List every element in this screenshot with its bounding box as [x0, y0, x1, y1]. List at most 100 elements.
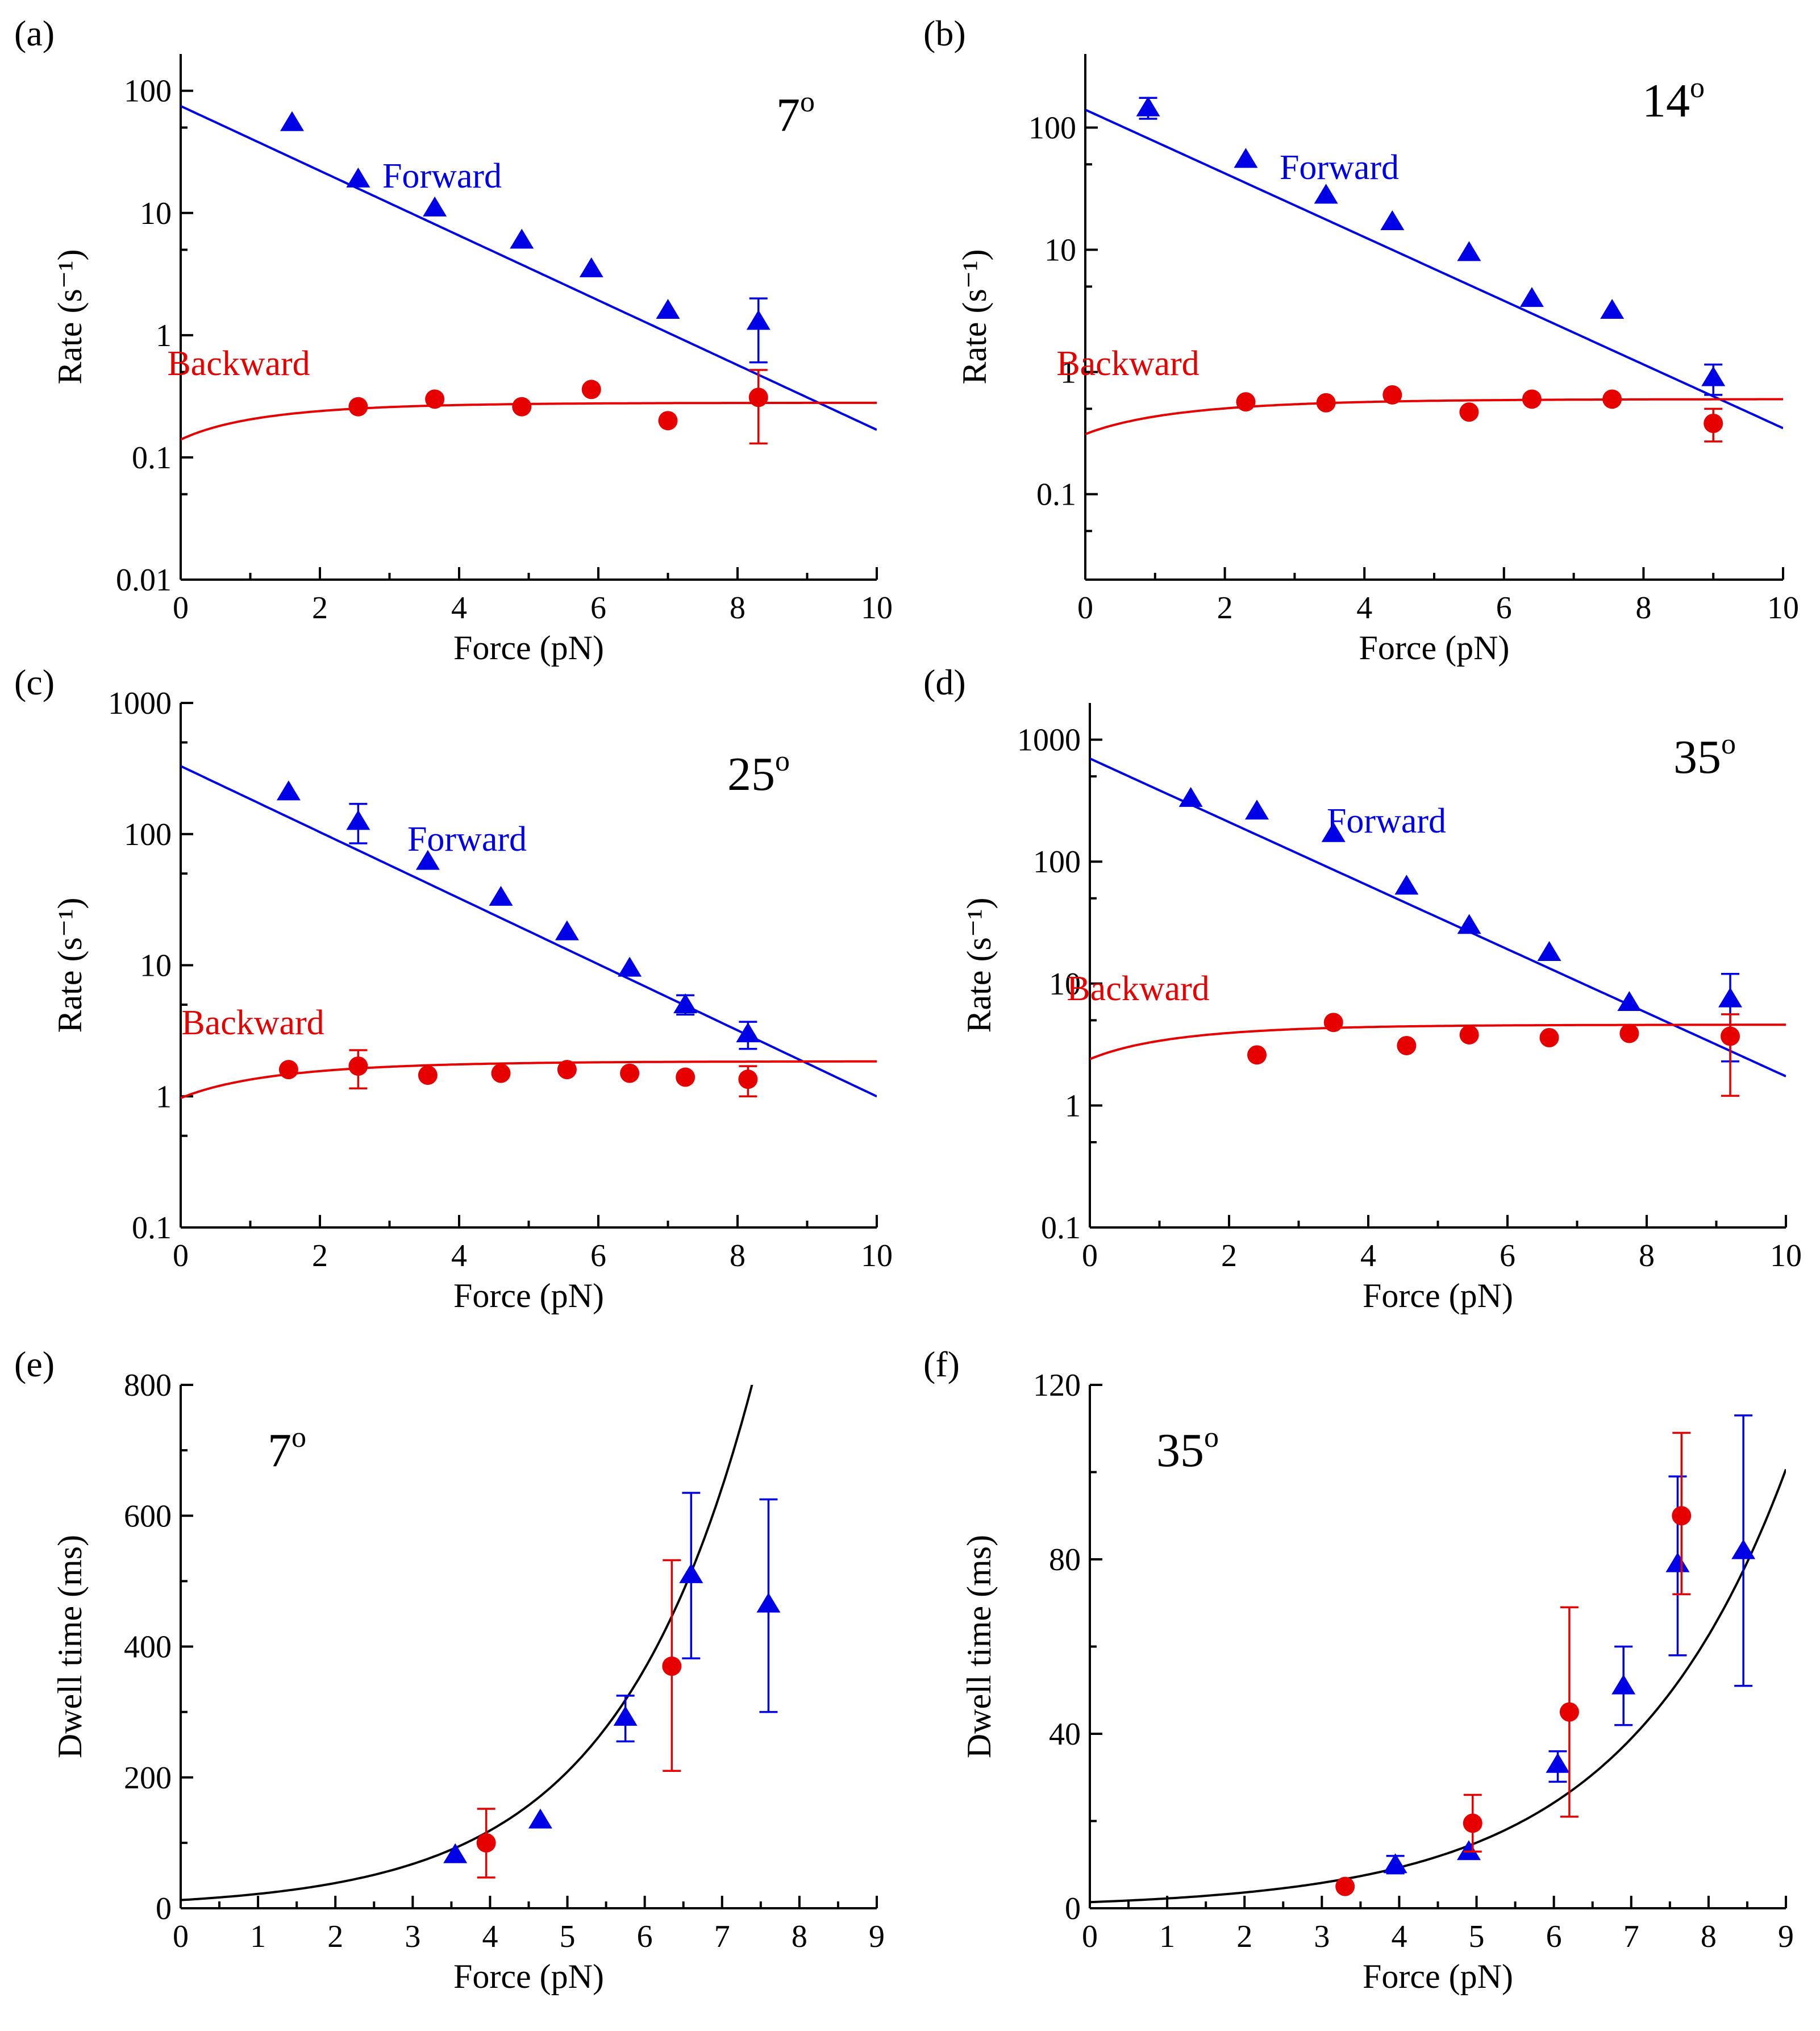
data-point-circle — [1397, 1035, 1417, 1055]
data-point-triangle — [1380, 210, 1405, 230]
x-tick-label: 0 — [1082, 1238, 1098, 1273]
data-point-circle — [1721, 1026, 1740, 1046]
data-point-triangle — [1519, 287, 1544, 307]
data-point-circle — [1559, 1702, 1579, 1722]
y-tick-label: 10 — [140, 196, 172, 231]
data-point-circle — [620, 1063, 640, 1083]
data-point-triangle — [555, 920, 579, 940]
data-point-circle — [1459, 402, 1479, 422]
x-tick-label: 4 — [451, 590, 467, 626]
x-tick-label: 4 — [1360, 1238, 1376, 1273]
y-axis-title: Rate (s⁻¹) — [956, 249, 993, 385]
x-tick-label: 2 — [327, 1919, 343, 1954]
data-point-circle — [348, 397, 368, 417]
data-point-circle — [1236, 392, 1256, 412]
data-point-circle — [676, 1067, 695, 1087]
data-point-triangle — [1234, 148, 1258, 168]
panel-letter: (e) — [14, 1344, 55, 1384]
y-tick-label: 1 — [1060, 355, 1076, 390]
data-point-triangle — [1136, 96, 1160, 116]
angle-label: 7o — [268, 1421, 306, 1477]
y-tick-label: 80 — [1049, 1542, 1081, 1578]
backward-label: Backward — [181, 1004, 324, 1042]
data-point-triangle — [1665, 1552, 1690, 1572]
data-point-triangle — [1600, 298, 1625, 319]
y-tick-label: 120 — [1033, 1368, 1081, 1403]
data-point-triangle — [613, 1705, 638, 1726]
data-point-circle — [658, 411, 678, 431]
data-point-circle — [1247, 1045, 1267, 1065]
forward-fit-line — [1085, 109, 1783, 430]
panel-letter: (c) — [14, 662, 55, 702]
data-point-circle — [748, 388, 768, 407]
data-point-triangle — [415, 850, 440, 870]
forward-label: Forward — [1280, 148, 1399, 187]
y-tick-label: 0.1 — [132, 1210, 172, 1246]
x-tick-label: 1 — [250, 1919, 266, 1954]
y-tick-label: 10 — [1044, 233, 1076, 268]
y-tick-label: 100 — [1028, 110, 1076, 145]
data-point-circle — [1316, 393, 1336, 413]
y-tick-label: 1 — [1065, 1088, 1081, 1123]
x-tick-label: 10 — [861, 590, 893, 626]
y-tick-label: 0 — [1065, 1891, 1081, 1926]
angle-label: 35o — [1156, 1421, 1219, 1477]
data-point-triangle — [746, 310, 771, 330]
angle-superscript: o — [1690, 72, 1705, 104]
y-tick-label: 0.01 — [116, 563, 172, 598]
data-point-circle — [581, 380, 601, 399]
panel-c: 0 2 4 6 8 10 0.1 1 10 100 1000 Force (pN) Rate (s⁻¹)… — [14, 662, 893, 1314]
data-point-triangle — [1314, 184, 1338, 204]
y-tick-label: 1 — [156, 318, 172, 353]
x-tick-label: 0 — [173, 1238, 189, 1273]
y-axis-title: Dwell time (ms) — [960, 1535, 998, 1758]
forward-label: Forward — [1327, 802, 1446, 840]
data-point-circle — [1704, 413, 1723, 433]
x-axis-title: Force (pN) — [453, 1277, 604, 1314]
data-point-triangle — [346, 810, 370, 830]
x-tick-label: 4 — [1391, 1919, 1407, 1954]
data-point-triangle — [736, 1022, 760, 1043]
x-tick-label: 10 — [861, 1238, 893, 1273]
panel-b: 0 2 4 6 8 10 0.1 1 10 100 Force (pN) Rate (s⁻¹) (b) 1… — [923, 13, 1799, 667]
x-tick-label: 2 — [1221, 1238, 1237, 1273]
panel-f: 0 1 2 3 4 5 6 7 8 9 0 40 80 120 Force (pN) Dwell time (… — [923, 1344, 1794, 1995]
panel-letter: (a) — [14, 13, 55, 53]
data-point-triangle — [1537, 941, 1561, 962]
y-axis-title: Rate (s⁻¹) — [51, 249, 89, 385]
backward-label: Backward — [1056, 344, 1199, 383]
x-tick-label: 8 — [730, 590, 746, 626]
panel-letter: (b) — [923, 13, 966, 53]
backward-fit-line — [1085, 398, 1783, 435]
y-tick-label: 600 — [124, 1499, 172, 1534]
backward-fit-line — [1090, 1023, 1786, 1060]
x-tick-label: 6 — [1546, 1919, 1562, 1954]
data-point-triangle — [1245, 800, 1269, 820]
x-tick-label: 9 — [869, 1919, 885, 1954]
x-tick-label: 10 — [1767, 590, 1799, 626]
x-tick-label: 0 — [173, 590, 189, 626]
data-point-circle — [1672, 1506, 1692, 1526]
data-point-circle — [557, 1060, 577, 1080]
angle-superscript: o — [1204, 1421, 1219, 1454]
x-axis-title: Force (pN) — [453, 1958, 604, 1995]
angle-superscript: o — [291, 1421, 306, 1454]
x-tick-label: 1 — [1159, 1919, 1175, 1954]
x-tick-label: 2 — [312, 590, 328, 626]
x-tick-label: 6 — [590, 590, 606, 626]
data-point-triangle — [673, 993, 698, 1013]
backward-label: Backward — [167, 344, 310, 383]
dwell-fit-line — [1090, 1468, 1786, 1904]
data-point-circle — [1619, 1023, 1639, 1043]
data-point-circle — [662, 1657, 682, 1676]
y-tick-label: 100 — [124, 74, 172, 109]
y-tick-label: 100 — [1033, 844, 1081, 880]
forward-fit-line — [181, 765, 877, 1098]
panel-letter: (f) — [923, 1344, 960, 1384]
y-tick-label: 800 — [124, 1368, 172, 1403]
y-tick-label: 1000 — [1017, 723, 1081, 758]
forward-label: Forward — [382, 157, 502, 195]
y-tick-label: 10 — [140, 948, 172, 984]
data-point-triangle — [1546, 1753, 1570, 1773]
data-point-triangle — [280, 111, 304, 131]
